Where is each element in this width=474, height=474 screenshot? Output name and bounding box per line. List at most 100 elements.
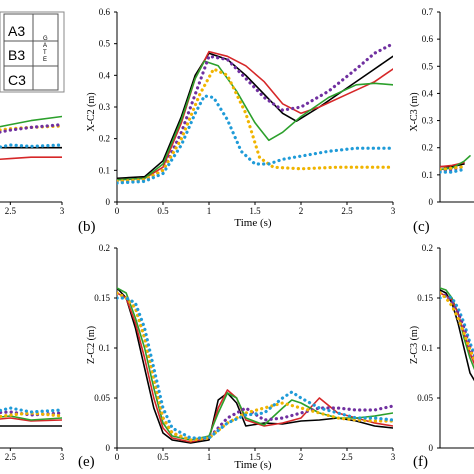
panel-c-series — [440, 155, 471, 174]
panel-c-ytick-label: 0.1 — [422, 170, 433, 180]
panel-e-ylabel: Z-C2 (m) — [86, 326, 97, 364]
panel-e-y-ticks: 0 0.05 0.1 0.15 0.2 — [94, 243, 117, 453]
panel-f-ytick-label: 0.05 — [417, 393, 433, 403]
panel-b-xtick-label: 2 — [299, 206, 304, 216]
panel-b-xtick-label: 1 — [207, 206, 212, 216]
panel-b-ytick-label: 0.2 — [99, 134, 110, 144]
panel-e-x-ticks: 0 0.5 1 1.5 2 2.5 3 — [115, 448, 396, 462]
panel-b-ytick-label: 0.1 — [99, 165, 110, 175]
panel-f-ytick-label: 0 — [429, 443, 434, 453]
panel-b-ytick-label: 0.4 — [99, 70, 111, 80]
panel-left-bottom-x-ticks: 2.5 3 — [5, 448, 65, 462]
panel-b-xtick-label: 2.5 — [341, 206, 353, 216]
gate-letter-t: T — [43, 50, 47, 56]
panel-b-series-purple-dotted — [117, 42, 393, 183]
panel-c-ytick-label: 0 — [429, 197, 434, 207]
panel-e-series-purple-dotted — [117, 291, 393, 442]
panel-e-series-green-solid — [117, 287, 393, 441]
panel-e-ytick-label: 0.1 — [99, 343, 110, 353]
panel-left-top-series — [0, 115, 62, 203]
panel-c-ytick-label: 0.4 — [422, 88, 434, 98]
panel-e-series-cyan-dotted — [117, 296, 393, 440]
panel-e-xtick-label: 2 — [299, 452, 304, 462]
panel-lt-xtick-label: 3 — [60, 206, 65, 216]
panel-lt-series-red-solid — [0, 156, 62, 161]
panel-b-ytick-label: 0.6 — [99, 7, 111, 17]
panel-lb-series-red-solid — [0, 417, 62, 422]
region-legend-box: A3 B3 C3 G A T E — [0, 11, 65, 93]
panel-lt-series-green-solid — [0, 115, 62, 128]
panel-e-ytick-label: 0.2 — [99, 243, 110, 253]
panel-e-xtick-label: 1 — [207, 452, 212, 462]
panel-lb-xtick-label: 3 — [60, 452, 65, 462]
panel-e-xtick-label: 3 — [391, 452, 396, 462]
panel-e-xtick-label: 2.5 — [341, 452, 353, 462]
panel-c-label: (c) — [413, 219, 430, 235]
panel-lb-series-cyan-dotted — [0, 406, 62, 414]
panel-lt-series-purple-dotted — [0, 122, 62, 134]
panel-b-xtick-label: 1.5 — [249, 206, 261, 216]
panel-lb-series-orange-dotted — [0, 411, 62, 419]
region-label-b3: B3 — [8, 47, 25, 63]
panel-left-bottom: 2.5 3 — [0, 406, 65, 462]
panel-e-ytick-label: 0.05 — [94, 393, 110, 403]
panel-lb-xtick-label: 2.5 — [5, 452, 17, 462]
panel-c-ytick-label: 0.7 — [422, 7, 434, 17]
region-label-a3: A3 — [8, 23, 25, 39]
panel-c-ytick-label: 0.2 — [422, 143, 433, 153]
panel-e: 0 0.05 0.1 0.15 0.2 0 0.5 1 1.5 2 2.5 3 Z-C2 (m) T… — [78, 243, 396, 471]
panel-b-ylabel: X-C2 (m) — [86, 92, 97, 131]
panel-e-xtick-label: 1.5 — [249, 452, 261, 462]
panel-b-xtick-label: 3 — [391, 206, 396, 216]
panel-f-ytick-label: 0.2 — [422, 243, 433, 253]
panel-c-ylabel: X-C3 (m) — [409, 92, 420, 131]
panel-b-ytick-label: 0.5 — [99, 39, 111, 49]
panel-b-y-ticks: 0 0.1 0.2 0.3 0.4 0.5 0.6 — [99, 7, 117, 207]
panel-left-top: 2.5 3 — [0, 115, 65, 216]
panel-lt-xtick-label: 2.5 — [5, 206, 17, 216]
panel-e-ytick-label: 0 — [106, 443, 111, 453]
panel-c: 0 0.1 0.2 0.3 0.4 0.5 0.6 0.7 X-C3 (m) (c) — [409, 7, 474, 235]
panel-left-top-x-ticks: 2.5 3 — [5, 202, 65, 216]
panel-e-series — [117, 287, 393, 444]
panel-f-series-green-solid — [440, 287, 474, 371]
gate-letter-a: A — [43, 43, 47, 49]
panel-b-label: (b) — [78, 219, 96, 235]
panel-e-xlabel: Time (s) — [234, 459, 272, 471]
panel-b-series-cyan-dotted — [117, 94, 393, 185]
panel-e-label: (e) — [78, 454, 95, 470]
panel-f-series-orange-dotted — [440, 291, 474, 363]
panel-f-ytick-label: 0.15 — [417, 293, 433, 303]
gate-letter-e: E — [43, 57, 47, 63]
panel-e-ytick-label: 0.15 — [94, 293, 110, 303]
panel-f-label: (f) — [413, 454, 428, 470]
panel-b-ytick-label: 0 — [106, 197, 111, 207]
panel-c-series-orange-dotted — [440, 165, 466, 171]
panel-b-xlabel: Time (s) — [234, 217, 272, 229]
panel-lt-series-cyan-dotted — [0, 143, 62, 149]
panel-b-series-black-solid — [117, 52, 393, 180]
panel-b-xtick-label: 0.5 — [157, 206, 169, 216]
panel-e-xtick-label: 0 — [115, 452, 120, 462]
panel-b-ytick-label: 0.3 — [99, 102, 111, 112]
region-label-c3: C3 — [8, 72, 26, 88]
panel-f-series — [440, 287, 474, 382]
panel-b-series-red-solid — [117, 50, 393, 181]
panel-b-series-orange-dotted — [117, 67, 393, 183]
panel-b-series-green-solid — [117, 60, 393, 181]
panel-b-xtick-label: 0 — [115, 206, 120, 216]
panel-c-ytick-label: 0.5 — [422, 61, 434, 71]
panel-b-series — [117, 42, 393, 185]
panel-c-ytick-label: 0.3 — [422, 116, 434, 126]
panel-f-series-black-solid — [440, 289, 474, 382]
gate-letter-g: G — [43, 36, 48, 42]
panel-c-series-cyan-dotted — [440, 167, 466, 174]
panel-e-xtick-label: 0.5 — [157, 452, 169, 462]
panel-left-bottom-series — [0, 406, 62, 449]
panel-f-y-ticks: 0 0.05 0.1 0.15 0.2 — [417, 243, 440, 453]
panel-f: 0 0.05 0.1 0.15 0.2 Z-C3 (m) (f) — [409, 243, 474, 470]
panel-e-series-black-solid — [117, 287, 393, 444]
panel-b: 0 0.1 0.2 0.3 0.4 0.5 0.6 0 0.5 1 1.5 2 2.5 3 X-C2 (… — [78, 7, 396, 235]
panel-f-ylabel: Z-C3 (m) — [409, 326, 420, 364]
